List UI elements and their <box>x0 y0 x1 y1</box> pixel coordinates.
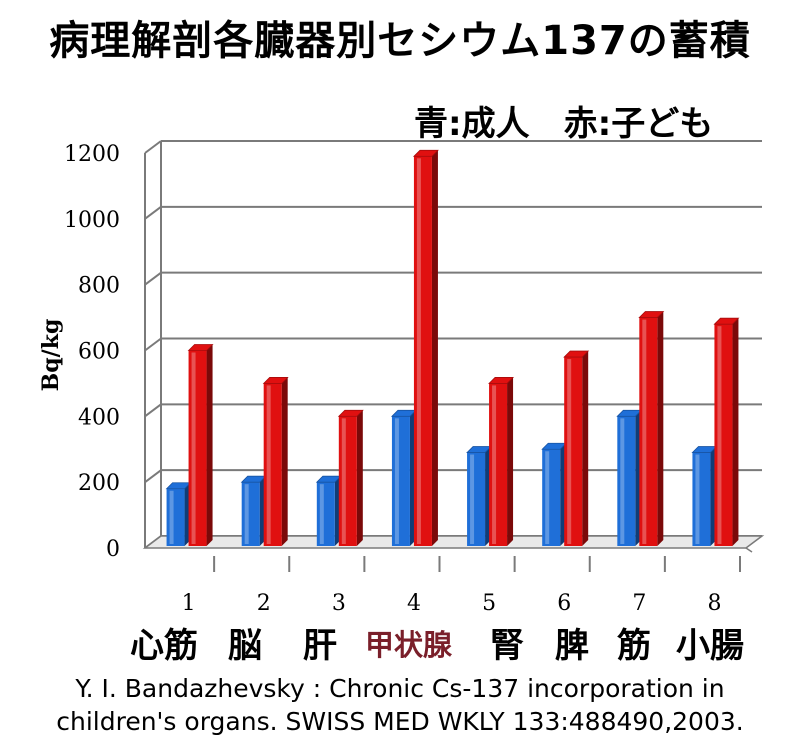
y-tick-labels: 0 200 400 600 800 1000 1200 <box>64 142 120 562</box>
y-tick-label: 600 <box>78 340 120 365</box>
x-tick-label: 4 <box>407 591 421 616</box>
y-tick-label: 0 <box>106 537 120 562</box>
y-tick-label: 400 <box>78 405 120 430</box>
legend-text: 青:成人 赤:子ども <box>414 104 714 144</box>
organ-label: 脾 <box>555 626 589 666</box>
gridline-side <box>144 140 162 154</box>
citation-line-2: children's organs. SWISS MED WKLY 133:48… <box>56 707 744 736</box>
gridlines <box>142 140 765 553</box>
bar-chart: 0 200 400 600 800 1000 1200 Bq/kg 1 2 3 4 5 6 7 8 <box>38 140 765 616</box>
organ-label: 小腸 <box>676 626 744 666</box>
x-tick-label: 1 <box>182 591 196 616</box>
bar-child <box>262 377 289 546</box>
bar-adult <box>616 409 643 546</box>
x-tick-label: 8 <box>707 591 721 616</box>
x-tick-labels: 1 2 3 4 5 6 7 8 <box>182 556 741 616</box>
bar-adult <box>691 446 718 546</box>
bar-child <box>187 344 214 546</box>
bar-child <box>638 311 665 546</box>
organ-label: 心筋 <box>130 626 198 666</box>
gridline-side <box>144 403 162 418</box>
organ-label: 甲状腺 <box>365 628 453 662</box>
floor <box>142 535 765 549</box>
bar-adult <box>165 482 192 546</box>
y-axis-label: Bq/kg <box>38 319 64 392</box>
chart-title: 病理解剖各臓器別セシウム137の蓄積 <box>49 18 751 64</box>
bar-child <box>488 377 515 546</box>
citation: Y. I. Bandazhevsky : Chronic Cs-137 inco… <box>0 672 800 738</box>
gridline-side <box>144 469 162 483</box>
bars <box>165 149 740 546</box>
gridline-side <box>144 271 162 286</box>
x-tick-label: 7 <box>632 591 646 616</box>
gridline-side <box>144 206 162 220</box>
y-tick-label: 800 <box>78 274 120 299</box>
x-tick-label: 2 <box>257 591 271 616</box>
bar-adult <box>240 475 267 546</box>
y-tick-label: 1200 <box>64 142 120 167</box>
gridline-side <box>144 337 162 352</box>
bar-adult <box>315 475 342 546</box>
bar-child <box>563 350 590 546</box>
bar-adult <box>466 446 493 546</box>
bar-child <box>713 317 740 546</box>
organ-labels: 心筋脳 肝甲状腺 腎脾筋小腸 <box>0 618 800 668</box>
y-tick-label: 200 <box>78 471 120 496</box>
bar-adult <box>390 409 417 546</box>
citation-line-1: Y. I. Bandazhevsky : Chronic Cs-137 inco… <box>75 674 725 703</box>
x-tick-label: 3 <box>332 591 346 616</box>
organ-label: 腎 <box>490 626 524 666</box>
x-tick-label: 6 <box>557 591 571 616</box>
y-tick-label: 1000 <box>64 208 120 233</box>
x-tick-label: 5 <box>482 591 496 616</box>
floor-edge <box>745 547 753 553</box>
bar-child <box>337 409 364 546</box>
organ-label: 脳 <box>228 626 262 666</box>
organ-label: 肝 <box>303 626 337 666</box>
bar-child <box>412 149 439 546</box>
organ-label: 筋 <box>617 626 651 666</box>
bar-adult <box>541 442 568 546</box>
